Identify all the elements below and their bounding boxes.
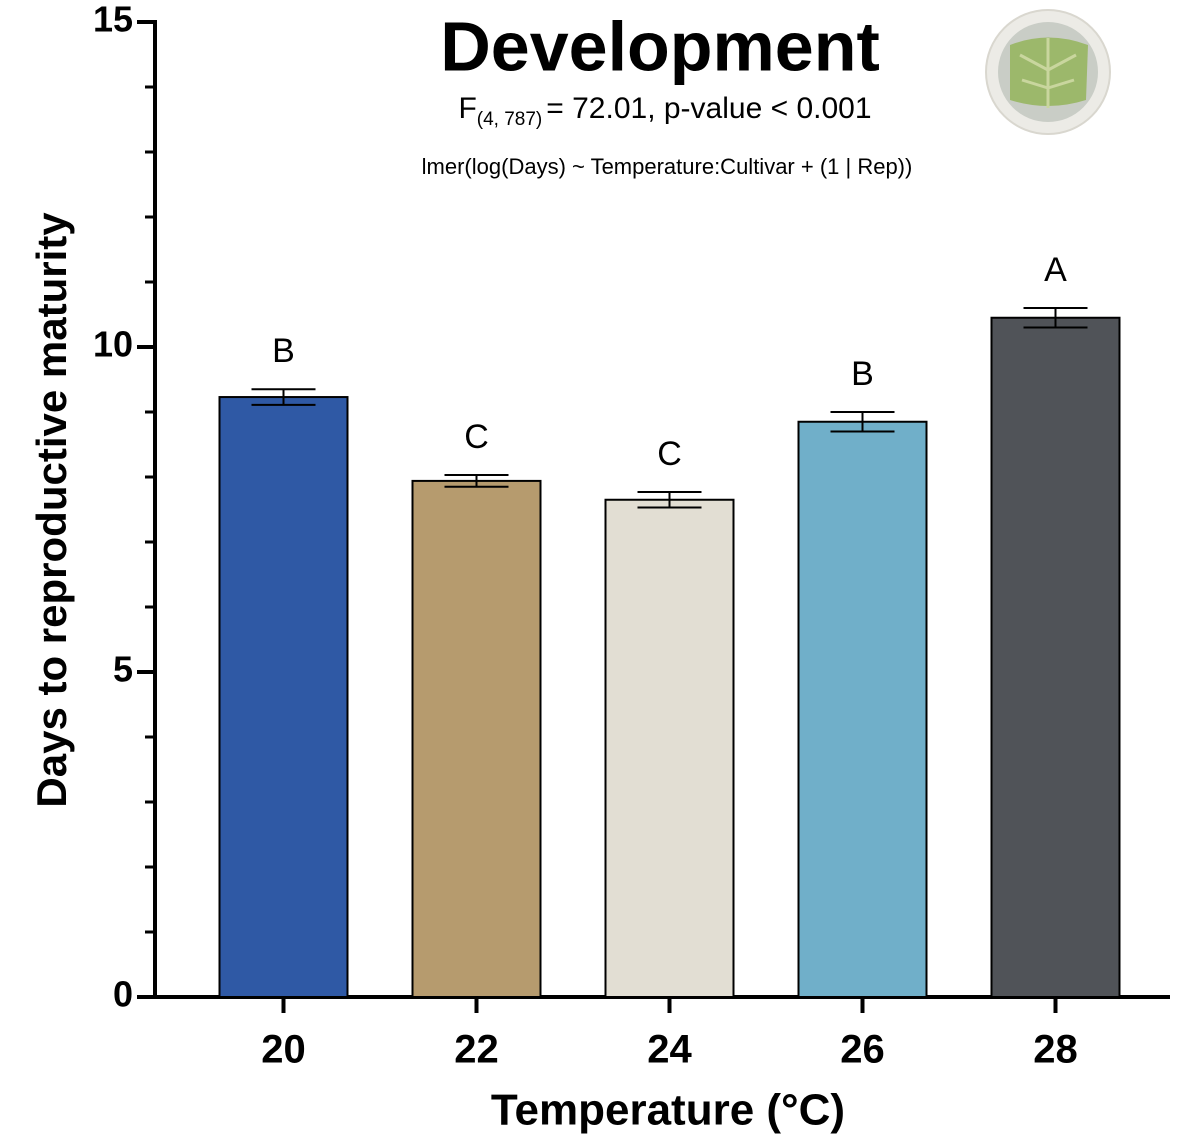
significance-letter: B: [272, 332, 295, 370]
significance-letter: A: [1044, 251, 1067, 289]
stat-prefix: F: [458, 92, 476, 125]
x-tick-label: 28: [1033, 1028, 1078, 1072]
stat-rest: = 72.01, p-value < 0.001: [546, 92, 871, 125]
chart: Development F(4, 787)= 72.01, p-value < …: [0, 0, 1196, 1142]
chart-subtitle: F(4, 787)= 72.01, p-value < 0.001: [458, 92, 871, 130]
stat-subscript: (4, 787): [477, 109, 542, 130]
y-axis-title: Days to reproductive maturity: [28, 212, 75, 808]
y-tick-label: 15: [93, 0, 133, 40]
x-tick-label: 24: [647, 1028, 692, 1072]
y-tick-label: 10: [93, 324, 133, 365]
bar: [992, 318, 1120, 997]
bar: [606, 500, 734, 997]
x-axis-title: Temperature (°C): [491, 1086, 845, 1135]
leaf-image: [986, 10, 1110, 134]
y-tick-label: 5: [113, 649, 133, 690]
x-tick-label: 22: [454, 1028, 499, 1072]
x-tick-label: 26: [840, 1028, 885, 1072]
bar: [799, 422, 927, 997]
significance-letter: C: [657, 435, 682, 473]
model-formula: lmer(log(Days) ~ Temperature:Cultivar + …: [422, 154, 913, 179]
y-tick-label: 0: [113, 974, 133, 1015]
chart-title: Development: [440, 7, 880, 85]
significance-letter: B: [851, 355, 874, 393]
x-tick-label: 20: [261, 1028, 306, 1072]
bar: [413, 481, 541, 997]
bar: [220, 397, 348, 997]
significance-letter: C: [464, 418, 489, 456]
